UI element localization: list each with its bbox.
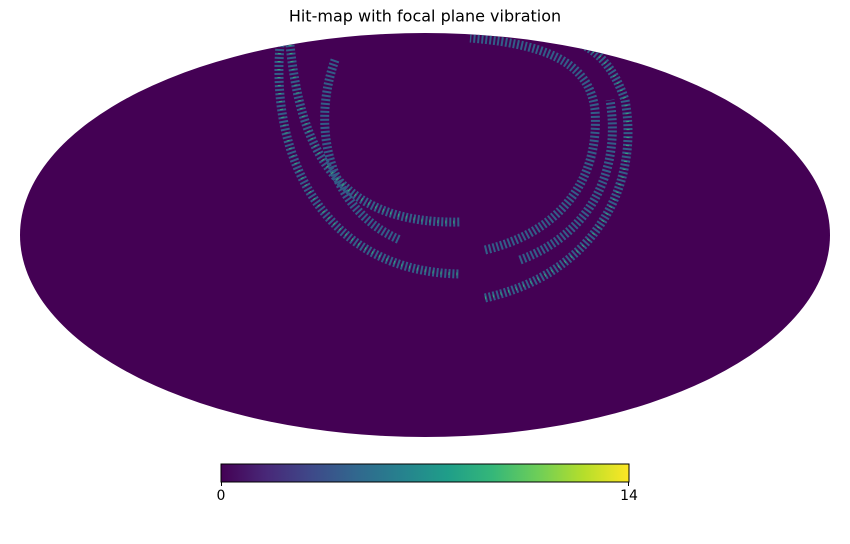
colorbar-max-label: 14 xyxy=(620,488,638,504)
sky-map xyxy=(20,33,830,437)
scan-ring-highlight xyxy=(288,44,461,224)
chart-title: Hit-map with focal plane vibration xyxy=(289,7,561,26)
colorbar-min-label: 0 xyxy=(217,488,226,504)
map-background xyxy=(20,33,830,437)
colorbar: 0 14 xyxy=(217,463,638,504)
scan-ring xyxy=(484,35,633,303)
scan-rings xyxy=(274,33,633,303)
colorbar-gradient xyxy=(220,463,630,483)
scan-ring xyxy=(518,99,617,265)
